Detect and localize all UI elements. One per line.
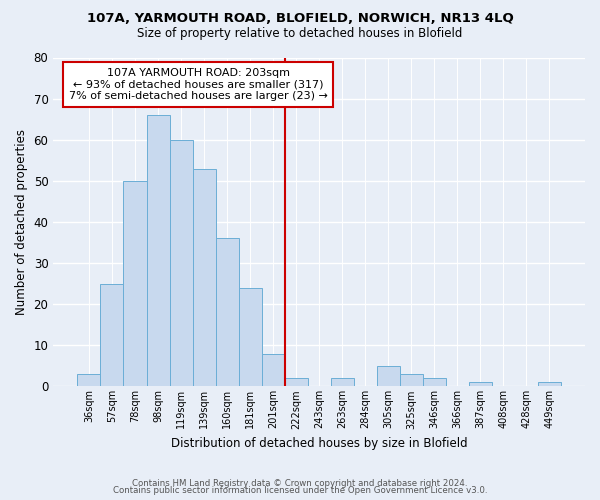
Bar xyxy=(262,354,284,386)
X-axis label: Distribution of detached houses by size in Blofield: Distribution of detached houses by size … xyxy=(171,437,467,450)
Bar xyxy=(146,115,170,386)
Bar xyxy=(193,168,215,386)
Bar xyxy=(215,238,239,386)
Text: Contains HM Land Registry data © Crown copyright and database right 2024.: Contains HM Land Registry data © Crown c… xyxy=(132,478,468,488)
Bar xyxy=(100,284,124,387)
Bar xyxy=(284,378,308,386)
Bar xyxy=(170,140,193,386)
Bar xyxy=(331,378,353,386)
Bar xyxy=(77,374,100,386)
Text: 107A, YARMOUTH ROAD, BLOFIELD, NORWICH, NR13 4LQ: 107A, YARMOUTH ROAD, BLOFIELD, NORWICH, … xyxy=(86,12,514,26)
Text: Size of property relative to detached houses in Blofield: Size of property relative to detached ho… xyxy=(137,28,463,40)
Text: Contains public sector information licensed under the Open Government Licence v3: Contains public sector information licen… xyxy=(113,486,487,495)
Y-axis label: Number of detached properties: Number of detached properties xyxy=(15,129,28,315)
Bar xyxy=(124,181,146,386)
Bar xyxy=(423,378,446,386)
Bar xyxy=(377,366,400,386)
Bar xyxy=(400,374,423,386)
Bar xyxy=(239,288,262,386)
Text: 107A YARMOUTH ROAD: 203sqm
← 93% of detached houses are smaller (317)
7% of semi: 107A YARMOUTH ROAD: 203sqm ← 93% of deta… xyxy=(69,68,328,101)
Bar xyxy=(538,382,561,386)
Bar xyxy=(469,382,492,386)
